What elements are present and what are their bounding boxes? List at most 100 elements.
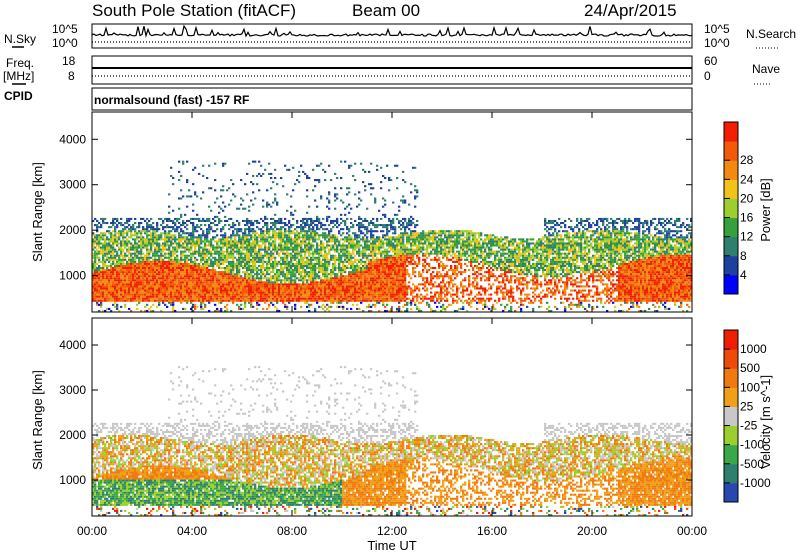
power-cell xyxy=(166,226,168,228)
power-cell xyxy=(116,279,118,281)
power-cell xyxy=(124,294,126,296)
power-cell xyxy=(352,232,354,234)
power-cell xyxy=(284,234,286,236)
power-cell xyxy=(362,224,364,226)
power-cell xyxy=(194,249,196,251)
power-cell xyxy=(174,259,176,261)
power-cell xyxy=(294,277,296,279)
power-cell xyxy=(284,294,286,296)
power-cell xyxy=(346,277,348,279)
power-cell xyxy=(134,251,136,253)
power-cell xyxy=(220,302,222,304)
power-cell xyxy=(194,283,196,285)
power-cell xyxy=(354,238,356,240)
power-cell xyxy=(318,281,320,283)
power-cell xyxy=(160,234,162,236)
power-cell xyxy=(184,298,186,300)
power-cell xyxy=(268,242,270,244)
power-cell xyxy=(326,285,328,287)
power-cell xyxy=(126,265,128,267)
power-cell xyxy=(318,306,320,308)
power-cell xyxy=(218,238,220,240)
power-cell xyxy=(332,277,334,279)
power-cell xyxy=(254,161,256,163)
power-cell xyxy=(216,247,218,249)
power-cell xyxy=(246,285,248,287)
power-cell xyxy=(348,287,350,289)
power-cell xyxy=(252,281,254,283)
power-cell xyxy=(340,269,342,271)
power-cell xyxy=(110,265,112,267)
power-cell xyxy=(352,251,354,253)
power-cell xyxy=(112,220,114,222)
power-cell xyxy=(228,251,230,253)
power-cell xyxy=(138,257,140,259)
power-cell xyxy=(220,296,222,298)
power-cell xyxy=(158,275,160,277)
power-cell xyxy=(294,290,296,292)
power-cell xyxy=(268,232,270,234)
power-cell xyxy=(242,265,244,267)
power-cell xyxy=(152,232,154,234)
power-cell xyxy=(340,277,342,279)
power-cell xyxy=(210,265,212,267)
power-cell xyxy=(346,187,348,189)
power-cell xyxy=(138,236,140,238)
power-cell xyxy=(322,257,324,259)
power-cell xyxy=(280,273,282,275)
power-cell xyxy=(178,265,180,267)
power-cell xyxy=(340,259,342,261)
power-cell xyxy=(292,259,294,261)
power-cell xyxy=(136,300,138,302)
power-cell xyxy=(144,306,146,308)
power-cell xyxy=(274,234,276,236)
power-cell xyxy=(98,269,100,271)
power-cell xyxy=(306,175,308,177)
power-cell xyxy=(232,287,234,289)
power-cell xyxy=(100,218,102,220)
power-cell xyxy=(346,292,348,294)
power-cell xyxy=(172,275,174,277)
power-cell xyxy=(358,283,360,285)
power-cell xyxy=(98,283,100,285)
power-cell xyxy=(338,296,340,298)
power-cell xyxy=(340,281,342,283)
power-cell xyxy=(286,210,288,212)
power-cell xyxy=(252,294,254,296)
power-cell xyxy=(318,285,320,287)
power-cell xyxy=(112,234,114,236)
power-cell xyxy=(242,234,244,236)
power-cell xyxy=(342,306,344,308)
power-cell xyxy=(230,253,232,255)
power-cell xyxy=(112,296,114,298)
power-cell xyxy=(280,269,282,271)
power-cell xyxy=(216,197,218,199)
power-cell xyxy=(342,296,344,298)
power-cell xyxy=(146,238,148,240)
power-cell xyxy=(272,249,274,251)
power-cell xyxy=(120,263,122,265)
power-cell xyxy=(282,236,284,238)
power-cell xyxy=(182,242,184,244)
power-cell xyxy=(192,267,194,269)
power-cell xyxy=(214,247,216,249)
power-cell xyxy=(268,163,270,165)
power-cell xyxy=(252,285,254,287)
power-cell xyxy=(220,275,222,277)
power-cell xyxy=(302,228,304,230)
power-cell xyxy=(246,234,248,236)
power-cell xyxy=(222,242,224,244)
power-cell xyxy=(358,269,360,271)
power-cell xyxy=(238,283,240,285)
power-cell xyxy=(320,285,322,287)
power-cell xyxy=(126,298,128,300)
power-cell xyxy=(234,224,236,226)
power-cell xyxy=(124,300,126,302)
power-cell xyxy=(358,259,360,261)
power-cell xyxy=(126,251,128,253)
power-cell xyxy=(146,257,148,259)
power-cell xyxy=(240,261,242,263)
power-cell xyxy=(232,259,234,261)
power-cell xyxy=(272,298,274,300)
power-cell xyxy=(168,271,170,273)
